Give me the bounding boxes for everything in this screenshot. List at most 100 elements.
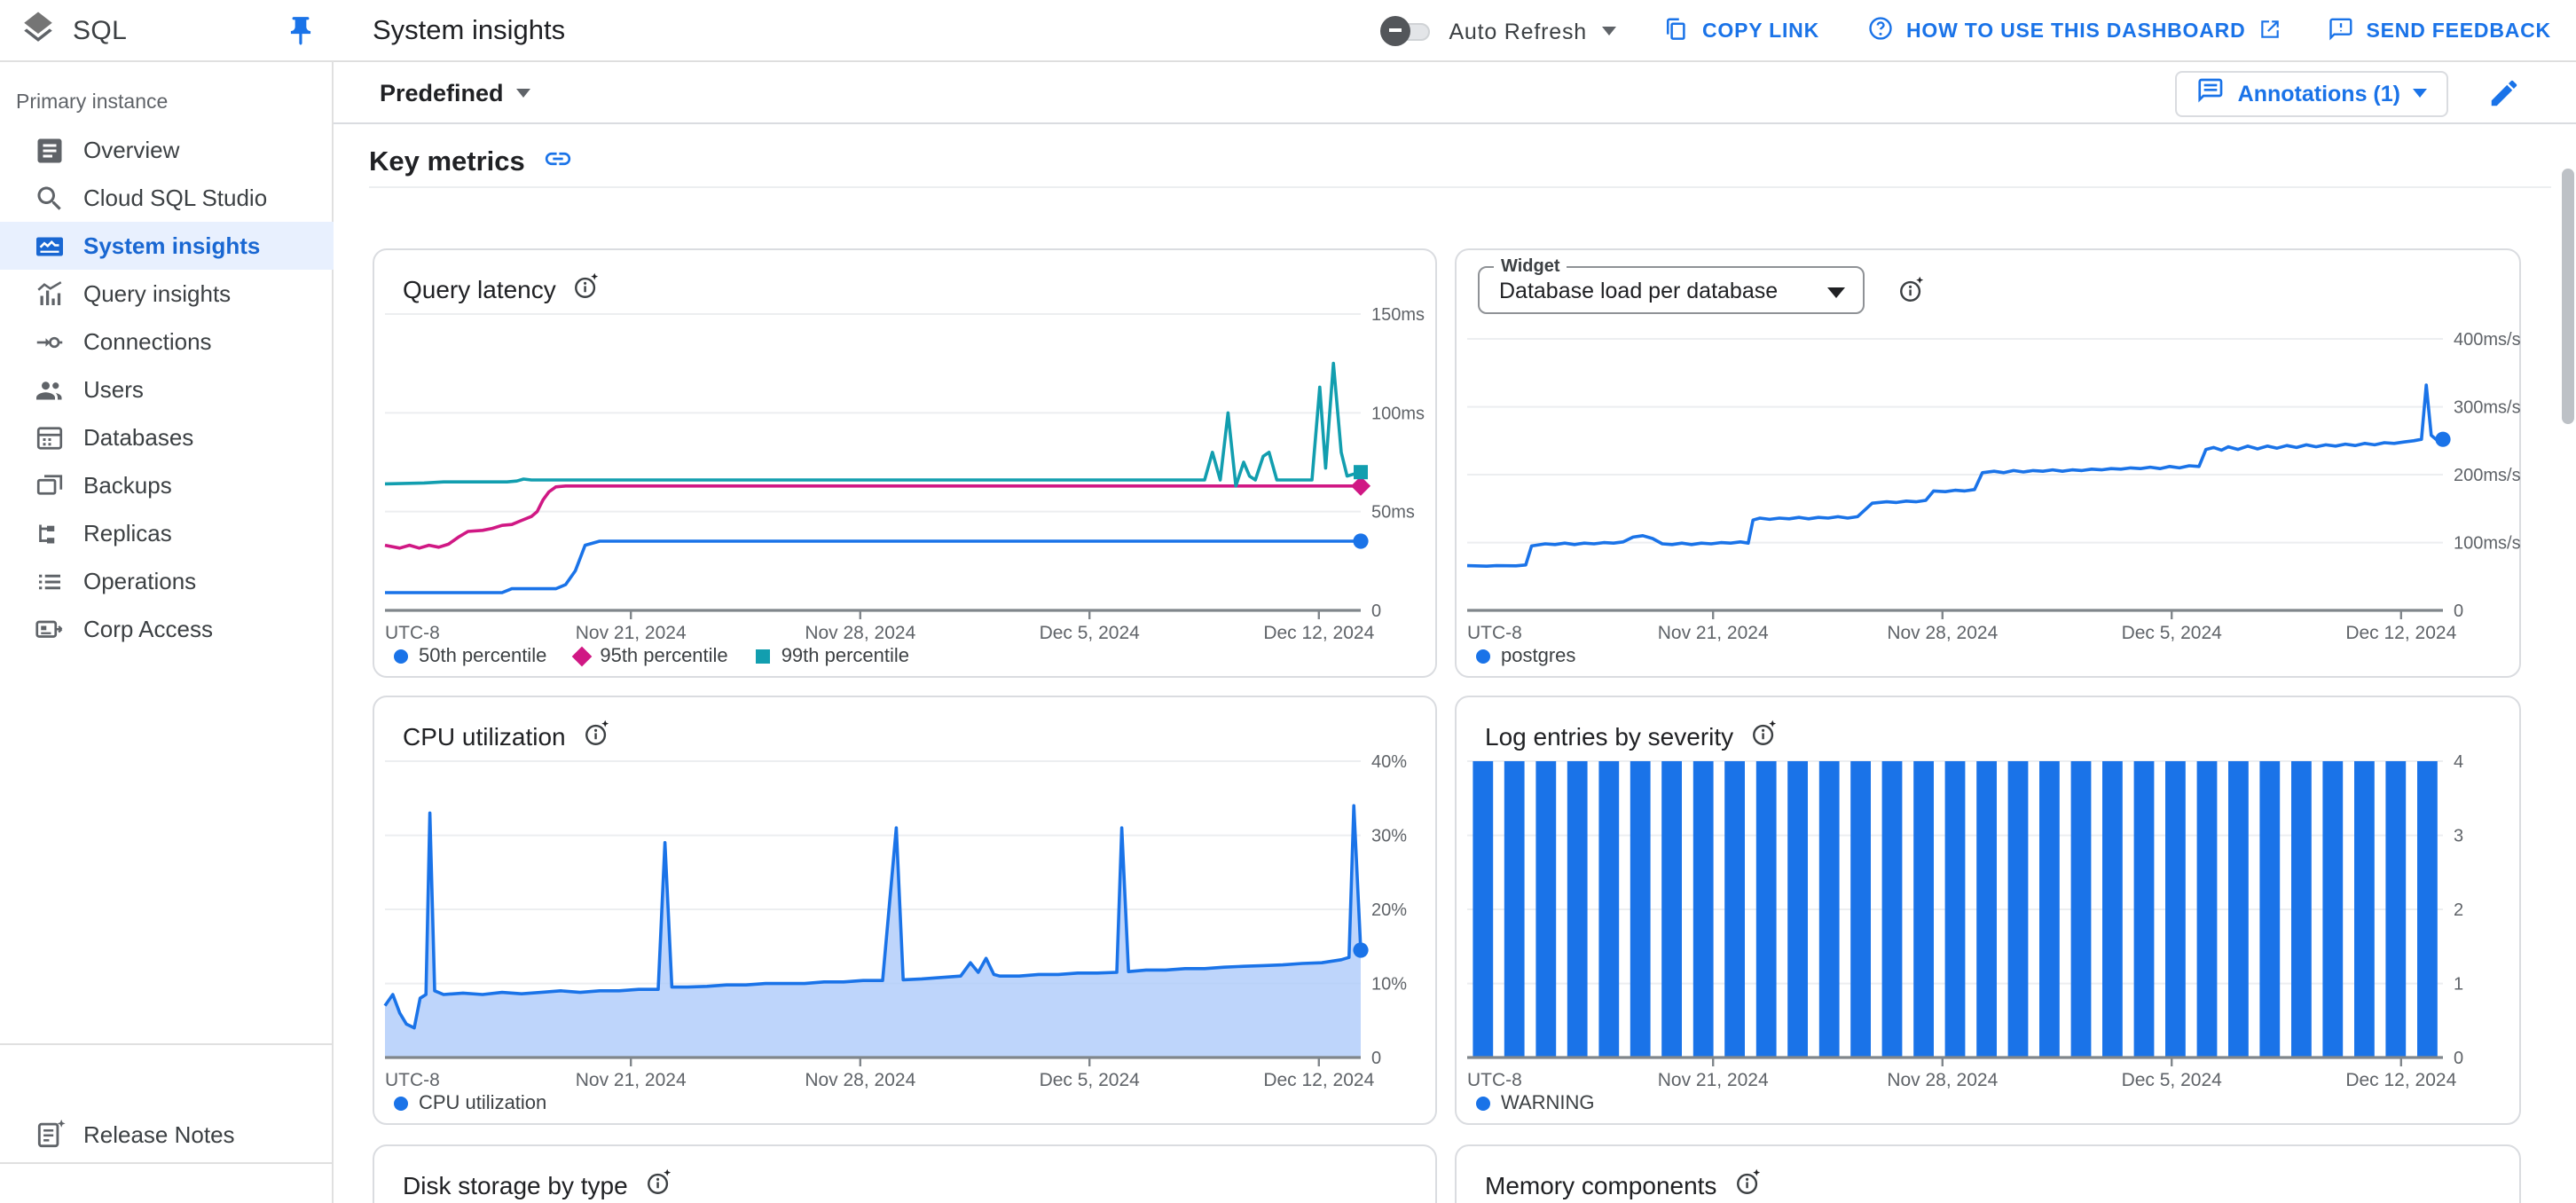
preset-dropdown[interactable]: Predefined (380, 62, 530, 124)
database-load-chart[interactable]: 400ms/s 300ms/s 200ms/s 100ms/s 0 Nov 21, 202… (1464, 307, 2521, 655)
document-icon (34, 134, 66, 166)
replica-tree-icon (34, 517, 66, 549)
list-icon (34, 565, 66, 597)
svg-text:Nov 21, 2024: Nov 21, 2024 (1658, 623, 1769, 643)
how-to-use-dashboard-button[interactable]: HOW TO USE THIS DASHBOARD (1865, 14, 2281, 48)
widget-select-label: Widget (1494, 257, 1567, 277)
card-cpu-utilization: CPU utilization 40% 30% 20% 10% 0 Nov 21, 202… (373, 696, 1437, 1125)
sidebar-item-backups[interactable]: Backups (0, 461, 334, 509)
svg-text:30%: 30% (1371, 827, 1407, 846)
log-entries-chart[interactable]: 4 3 2 1 0 Nov 21, 2024 Nov 28, 2024 Dec 5, 2024… (1464, 752, 2521, 1102)
sidebar-item-operations[interactable]: Operations (0, 557, 334, 605)
sidebar-item-release-notes[interactable]: Release Notes (0, 1105, 334, 1162)
sidebar-item-overview[interactable]: Overview (0, 126, 334, 174)
badge-arrow-icon (34, 613, 66, 645)
dashboard-content: Key metrics Query latency 150ms 100ms 50ms… (334, 124, 2576, 1203)
search-icon (34, 182, 66, 214)
edit-dashboard-pencil-icon[interactable] (2487, 75, 2523, 111)
legend-item[interactable]: 50th percentile (394, 646, 546, 667)
annotations-button[interactable]: Annotations (1) (2175, 70, 2448, 116)
sidebar-item-users[interactable]: Users (0, 366, 334, 413)
page-title: System insights (373, 15, 566, 45)
card-log-entries: Log entries by severity 4 3 2 1 0 Nov 21, 202… (1455, 696, 2521, 1125)
chart-legend: 50th percentile 95th percentile 99th perce… (394, 646, 909, 667)
input-arrow-icon (34, 326, 66, 358)
card-title: Log entries by severity (1485, 719, 1779, 754)
copy-link-button[interactable]: COPY LINK (1663, 15, 1819, 47)
svg-text:Dec 5, 2024: Dec 5, 2024 (2122, 623, 2223, 643)
chevron-down-icon (1602, 27, 1617, 35)
legend-item[interactable]: WARNING (1476, 1093, 1595, 1114)
toggle-thumb-minus-icon (1379, 15, 1410, 45)
vertical-scrollbar-thumb[interactable] (2562, 169, 2574, 424)
svg-text:Nov 28, 2024: Nov 28, 2024 (805, 623, 915, 643)
svg-text:Dec 12, 2024: Dec 12, 2024 (1263, 623, 1374, 643)
chart-legend: CPU utilization (394, 1093, 546, 1114)
card-database-load: Widget Database load per database 400ms/… (1455, 248, 2521, 678)
info-icon[interactable] (644, 1168, 674, 1203)
product-brand: SQL (0, 0, 334, 62)
info-icon[interactable] (1749, 719, 1779, 754)
card-memory-components: Memory components (1455, 1144, 2521, 1203)
query-latency-chart[interactable]: 150ms 100ms 50ms 0 Nov 21, 2024 Nov 28, 2024 D… (381, 305, 1439, 655)
section-heading: Key metrics (369, 144, 573, 183)
svg-text:100ms/s: 100ms/s (2454, 534, 2521, 554)
svg-text:1: 1 (2454, 975, 2463, 995)
svg-text:UTC-8: UTC-8 (1467, 1070, 1522, 1090)
divider (369, 186, 2551, 188)
svg-text:Dec 5, 2024: Dec 5, 2024 (1040, 1070, 1141, 1090)
query-stats-icon (34, 278, 66, 310)
legend-item[interactable]: 99th percentile (756, 646, 909, 667)
chevron-down-icon (2413, 89, 2427, 98)
widget-select-value: Database load per database (1499, 279, 1779, 303)
sidebar-nav: Primary instance Overview Cloud SQL Stud… (0, 62, 334, 1203)
sidebar-item-system-insights[interactable]: System insights (0, 222, 334, 270)
auto-refresh-toggle[interactable] (1379, 15, 1433, 45)
svg-text:Dec 5, 2024: Dec 5, 2024 (1040, 623, 1141, 643)
section-title: Key metrics (369, 147, 525, 177)
cpu-utilization-chart[interactable]: 40% 30% 20% 10% 0 Nov 21, 2024 Nov 28, 2024 Dec… (381, 752, 1439, 1102)
legend-item[interactable]: postgres (1476, 646, 1575, 667)
legend-marker-circle (394, 1097, 408, 1111)
legend-marker-circle (1476, 1097, 1490, 1111)
svg-text:0: 0 (2454, 602, 2463, 621)
external-link-icon (2258, 17, 2281, 45)
chevron-down-icon (1827, 287, 1845, 298)
sidebar-item-cloud-sql-studio[interactable]: Cloud SQL Studio (0, 174, 334, 222)
send-feedback-button[interactable]: SEND FEEDBACK (2328, 15, 2552, 47)
card-title: Memory components (1485, 1168, 1763, 1203)
sidebar-item-connections[interactable]: Connections (0, 318, 334, 366)
svg-text:Nov 21, 2024: Nov 21, 2024 (576, 1070, 687, 1090)
divider (0, 1162, 334, 1164)
svg-text:Nov 28, 2024: Nov 28, 2024 (1887, 1070, 1998, 1090)
pin-icon[interactable] (284, 14, 319, 50)
info-icon[interactable] (582, 719, 612, 754)
chevron-down-icon (515, 89, 530, 98)
card-title: Disk storage by type (403, 1168, 674, 1203)
info-icon[interactable] (1732, 1168, 1763, 1203)
legend-item[interactable]: 95th percentile (572, 646, 728, 667)
chart-legend: postgres (1476, 646, 1575, 667)
svg-text:Nov 21, 2024: Nov 21, 2024 (1658, 1070, 1769, 1090)
link-icon[interactable] (543, 144, 573, 183)
copy-icon (1663, 15, 1690, 47)
sidebar-item-query-insights[interactable]: Query insights (0, 270, 334, 318)
svg-text:300ms/s: 300ms/s (2454, 398, 2521, 418)
svg-text:UTC-8: UTC-8 (385, 623, 440, 643)
info-icon[interactable] (1897, 275, 1927, 305)
svg-text:Nov 21, 2024: Nov 21, 2024 (576, 623, 687, 643)
legend-item[interactable]: CPU utilization (394, 1093, 546, 1114)
sidebar-item-corp-access[interactable]: Corp Access (0, 605, 334, 653)
auto-refresh-control[interactable]: Auto Refresh (1379, 15, 1617, 45)
backups-windows-icon (34, 469, 66, 501)
widget-select[interactable]: Widget Database load per database (1478, 257, 1865, 314)
info-icon[interactable] (572, 271, 602, 307)
svg-text:4: 4 (2454, 754, 2463, 772)
sidebar-item-replicas[interactable]: Replicas (0, 509, 334, 557)
database-grid-icon (34, 421, 66, 453)
help-icon (1865, 14, 1894, 48)
svg-text:10%: 10% (1371, 975, 1407, 995)
sidebar-item-databases[interactable]: Databases (0, 413, 334, 461)
legend-marker-diamond (572, 646, 593, 667)
monitoring-chart-icon (34, 230, 66, 262)
